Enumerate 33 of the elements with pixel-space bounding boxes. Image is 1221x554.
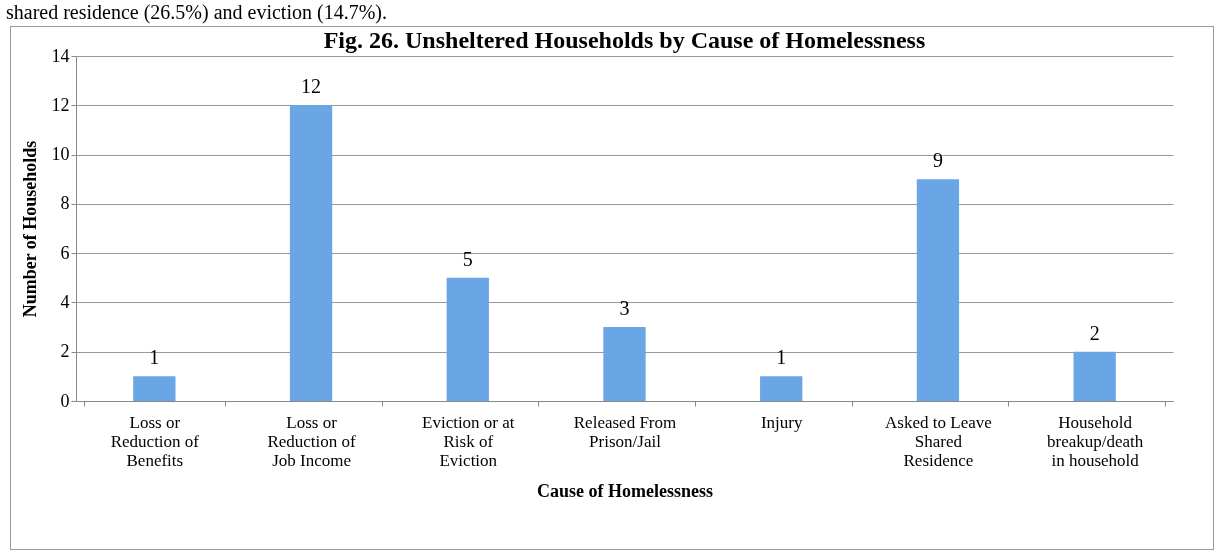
data-label: 12 <box>301 75 322 98</box>
y-tick-label: 0 <box>60 390 70 411</box>
bar <box>760 376 803 401</box>
y-tick-label: 10 <box>51 144 70 165</box>
bar <box>289 105 333 401</box>
data-label: 1 <box>776 346 787 369</box>
y-tick-label: 4 <box>60 291 70 312</box>
x-tick-label: Eviction or at Risk of Eviction <box>422 412 515 470</box>
y-axis-title: Number of Households <box>19 140 40 318</box>
y-tick-label: 8 <box>60 193 70 214</box>
x-tick-label: Loss or Reduction of Job Income <box>267 412 357 470</box>
data-label: 9 <box>932 149 943 172</box>
bar <box>603 327 646 401</box>
y-tick-label: 2 <box>60 341 70 362</box>
x-tick-label: Loss or Reduction of Benefits <box>110 412 200 470</box>
bar <box>916 179 960 401</box>
y-tick-label: 14 <box>51 45 70 66</box>
x-tick-label: Household breakup/death in household <box>1046 412 1144 470</box>
x-tick-label: Released From Prison/Jail <box>573 412 677 451</box>
data-label: 3 <box>619 297 630 320</box>
data-label: 1 <box>149 346 160 369</box>
data-label: 2 <box>1089 321 1100 344</box>
chart-title: Fig. 26. Unsheltered Households by Cause of Homelessness <box>323 27 926 53</box>
data-label: 5 <box>462 247 473 270</box>
bar <box>1073 351 1116 401</box>
y-tick-label: 6 <box>60 242 70 263</box>
x-tick-label: Asked to Leave Shared Residence <box>885 412 992 470</box>
bar <box>446 277 489 401</box>
x-tick-label: Injury <box>760 412 803 432</box>
bar <box>133 376 176 401</box>
text: shared residence (26.5%) and eviction (14.7%). <box>5 0 388 24</box>
x-axis-title: Cause of Homelessness <box>537 480 713 501</box>
y-tick-label: 12 <box>51 94 70 115</box>
